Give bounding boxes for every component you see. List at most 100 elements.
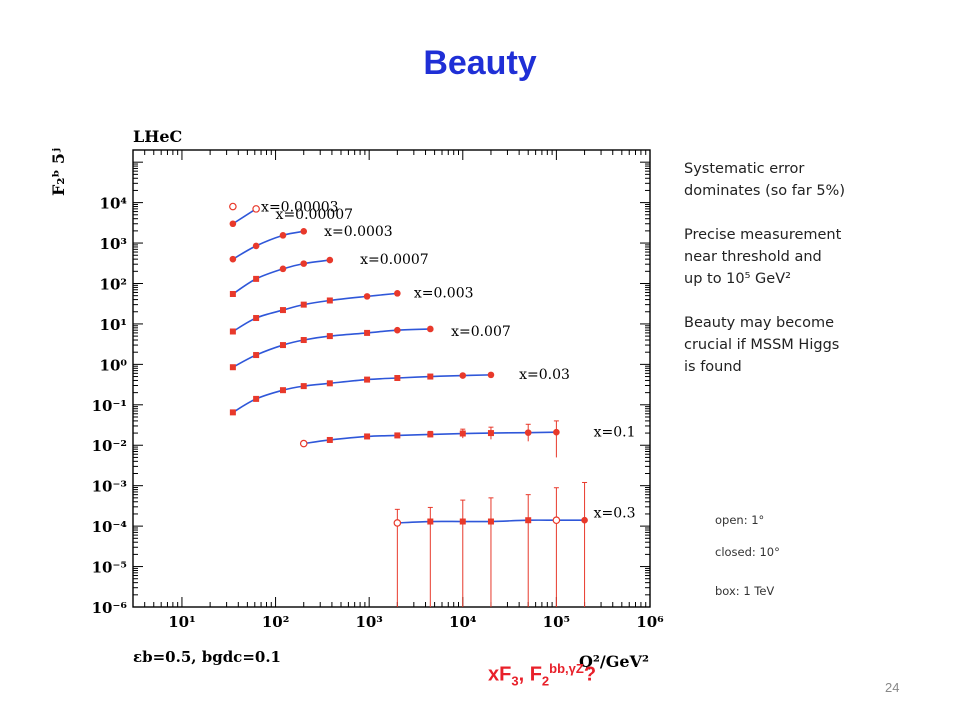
x-axis-label: Q²/GeV² (579, 652, 649, 671)
open-marker (252, 205, 260, 213)
open-marker (552, 516, 561, 525)
axis-ticks (132, 149, 651, 608)
x-tick-label: 10⁵ (543, 613, 570, 631)
box-marker (229, 328, 236, 335)
closed-marker (300, 260, 308, 267)
box-marker (525, 517, 532, 524)
box-marker (364, 376, 371, 383)
series-label: x=0.007 (451, 324, 511, 340)
box-marker (253, 275, 260, 282)
series-label: x=0.03 (519, 367, 570, 383)
box-marker (253, 395, 260, 402)
box-marker (326, 380, 333, 387)
fit-curve (232, 374, 491, 414)
fit-curve (232, 259, 330, 295)
closed-marker (279, 265, 287, 273)
y-tick-label: 10² (100, 275, 127, 293)
page-number: 24 (885, 680, 900, 695)
box-marker (427, 431, 434, 438)
closed-marker (279, 232, 287, 239)
y-axis-label: F₂ᵇ 5ʲ (49, 148, 68, 196)
y-tick-label: 10⁻¹ (92, 397, 127, 415)
closed-marker (326, 256, 334, 264)
box-marker (253, 315, 260, 322)
closed-marker (553, 428, 560, 436)
note-line: up to 10⁵ GeV² (684, 271, 791, 287)
note-line: near threshold and (684, 249, 822, 265)
box-marker (229, 290, 236, 297)
note-line: is found (684, 359, 742, 375)
open-marker (229, 202, 237, 211)
plot-frame (132, 149, 651, 608)
x-tick-label: 10⁶ (636, 613, 664, 631)
closed-marker (394, 326, 401, 334)
series-label: x=0.3 (594, 505, 636, 521)
structure-function-question: xF3, F2bb,γZ? (488, 661, 597, 689)
box-marker (364, 433, 371, 440)
box-marker (394, 432, 401, 439)
note-line: crucial if MSSM Higgs (684, 337, 840, 353)
box-marker (487, 518, 494, 525)
closed-marker (581, 516, 588, 524)
closed-marker (524, 429, 532, 436)
marker-legend-closed: closed: 10° (715, 545, 780, 559)
fit-curve (232, 230, 304, 260)
box-marker (427, 518, 434, 525)
y-tick-label: 10⁻⁵ (92, 559, 127, 577)
note-line: Systematic error (684, 161, 805, 177)
closed-marker (363, 293, 371, 300)
box-marker (364, 329, 371, 336)
series-label: x=0.1 (594, 424, 636, 440)
closed-marker (487, 371, 495, 379)
box-marker (253, 352, 260, 359)
y-tick-label: 10⁴ (100, 195, 128, 213)
series-label: x=0.00007 (276, 207, 354, 223)
box-marker (326, 436, 333, 443)
box-marker (279, 307, 286, 314)
box-marker (229, 409, 236, 416)
box-marker (300, 301, 307, 308)
box-marker (279, 342, 286, 349)
closed-marker (300, 228, 308, 235)
closed-marker (229, 255, 237, 263)
chart-footnote: εb=0.5, bgdc=0.1 (133, 648, 281, 666)
closed-marker (427, 325, 434, 333)
chart-text: 10¹ 10² 10³ 10⁴ 10⁵ 10⁶ 10⁻⁶ 10⁻⁵ 10⁻⁴ 10⁻³ 10⁻² 10… (49, 127, 664, 671)
error-bars (394, 420, 588, 607)
chart-title: LHeC (133, 127, 182, 146)
closed-marker (394, 290, 401, 297)
box-marker (427, 373, 434, 380)
series-label: x=0.0007 (360, 252, 429, 268)
note-line: Precise measurement (684, 227, 842, 243)
y-tick-label: 10¹ (100, 316, 127, 334)
box-marker (394, 375, 401, 382)
series-label: x=0.003 (414, 285, 474, 301)
box-marker (487, 430, 494, 437)
data-points (229, 202, 588, 527)
plot-border (132, 149, 651, 608)
closed-marker (229, 220, 237, 228)
x-tick-label: 10¹ (168, 613, 195, 631)
box-marker (300, 337, 307, 344)
fit-curve (232, 208, 257, 225)
x-tick-label: 10² (262, 613, 289, 631)
closed-marker (459, 372, 467, 379)
series-label: x=0.00003 (261, 200, 339, 216)
box-marker (326, 297, 333, 304)
open-marker (299, 439, 308, 448)
note-line: Beauty may become (684, 315, 835, 331)
fit-curve (232, 292, 398, 333)
marker-legend-open: open: 1° (715, 513, 765, 527)
box-marker (229, 364, 236, 371)
y-tick-label: 10³ (100, 235, 127, 253)
y-tick-label: 10⁻³ (92, 478, 127, 496)
x-tick-label: 10³ (355, 613, 382, 631)
slide-title: Beauty (423, 44, 537, 82)
y-tick-label: 10⁻⁶ (92, 599, 128, 617)
y-tick-label: 10⁰ (100, 356, 128, 374)
marker-legend-box: box: 1 TeV (715, 584, 775, 598)
box-marker (300, 383, 307, 390)
box-marker (459, 518, 466, 525)
closed-marker (252, 242, 260, 250)
